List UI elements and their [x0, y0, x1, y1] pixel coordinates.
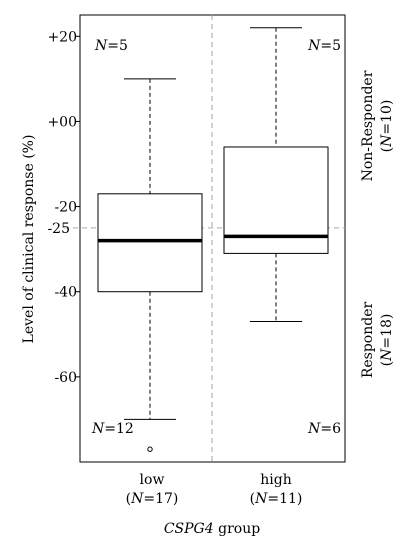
box-low [97, 78, 203, 452]
count-low-above: N=5 [94, 38, 128, 54]
n-symbol: N [91, 421, 105, 437]
count-high-above: N=5 [307, 38, 341, 54]
y-axis: +20 +00 -20 -40 -60 [47, 29, 80, 386]
y-tick-label: -40 [54, 285, 77, 301]
y-axis-label: Level of clinical response (%) [21, 135, 37, 344]
x-axis-label: CSPG4 group [164, 521, 260, 537]
n-symbol: N [94, 38, 108, 54]
n-symbol: N [254, 491, 268, 507]
outlier-point [147, 446, 153, 452]
right-label-responder-n: (N=18) [379, 314, 395, 367]
count-high-below: N=6 [307, 421, 341, 437]
count-low-below: N=12 [91, 421, 134, 437]
x-tick-low: low [140, 472, 165, 488]
right-label-nonresponder-n: (N=10) [379, 100, 395, 153]
iqr-box [97, 193, 203, 293]
y-tick-label: -60 [54, 370, 77, 386]
boxes [97, 27, 329, 452]
y-tick-label: +20 [47, 29, 77, 45]
n-symbol: N [379, 134, 395, 148]
n-symbol: N [307, 421, 321, 437]
n-symbol: N [130, 491, 144, 507]
x-tick-high: high [260, 472, 291, 488]
x-tick-low-n: (N=17) [126, 491, 179, 507]
n-symbol: N [379, 348, 395, 362]
threshold-label: -25 [47, 221, 70, 237]
y-tick-label: +00 [47, 114, 77, 130]
right-label-responder: Responder [360, 302, 376, 379]
y-tick-label: -20 [54, 200, 77, 216]
box-high [223, 27, 329, 323]
gene-name: CSPG4 [164, 521, 214, 537]
x-tick-high-n: (N=11) [250, 491, 303, 507]
n-symbol: N [307, 38, 321, 54]
right-label-nonresponder: Non-Responder [360, 70, 376, 181]
